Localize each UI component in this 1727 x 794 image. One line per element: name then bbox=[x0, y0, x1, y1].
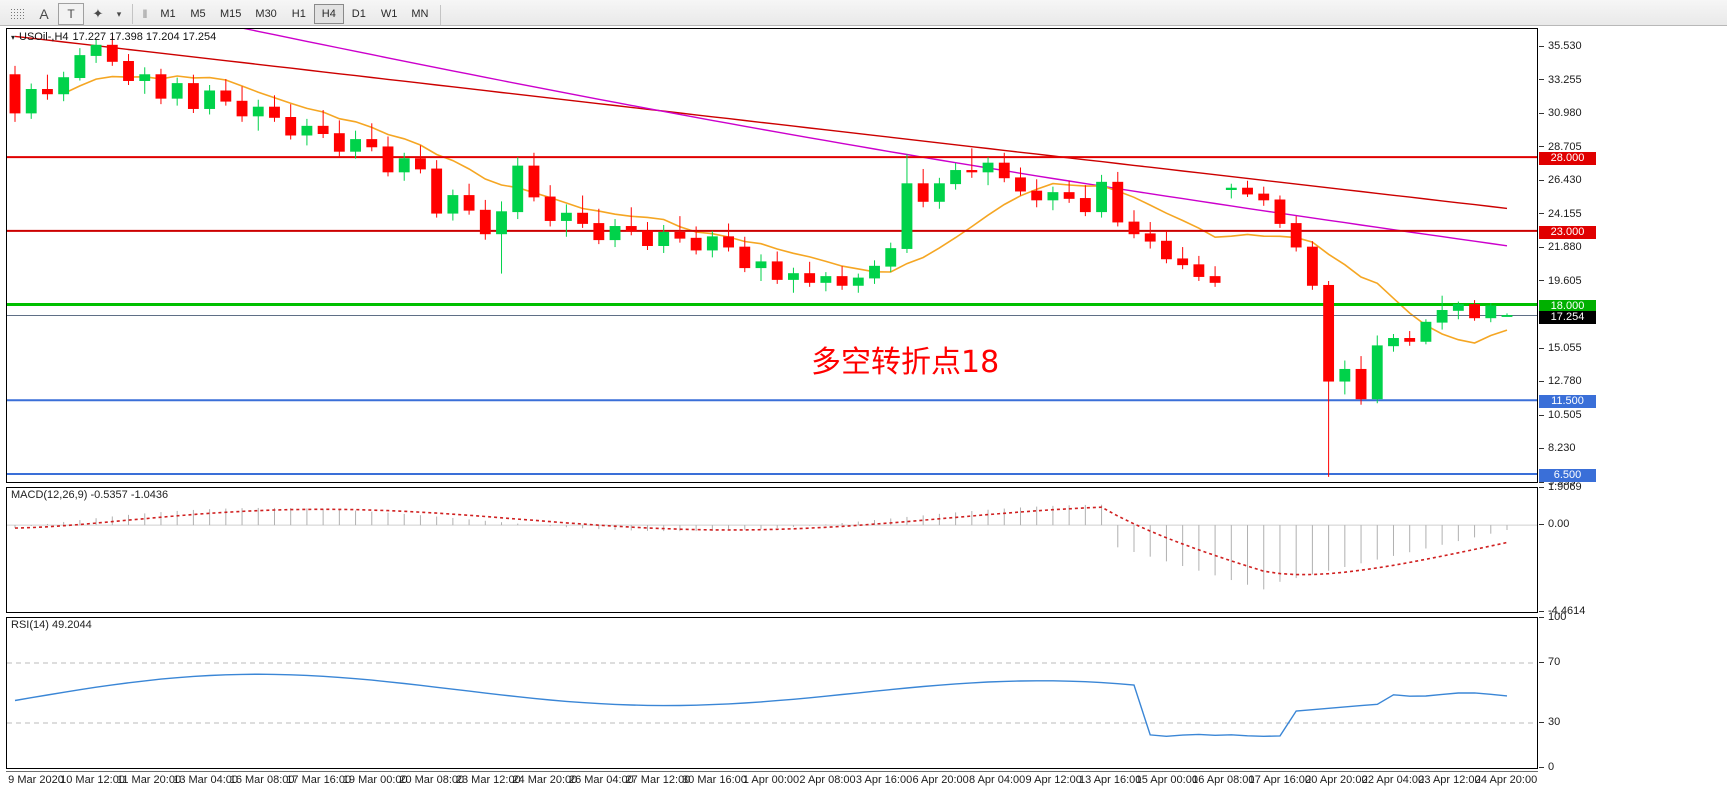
time-axis-label: 6 Apr 20:00 bbox=[912, 774, 968, 786]
macd-pane[interactable]: MACD(12,26,9) -0.5357 -1.0436 bbox=[6, 487, 1538, 613]
time-axis-label: 30 Mar 16:00 bbox=[682, 774, 747, 786]
time-axis-label: 9 Mar 2020 bbox=[8, 774, 64, 786]
rsi-pane[interactable]: RSI(14) 49.2044 bbox=[6, 617, 1538, 769]
time-axis-label: 16 Apr 08:00 bbox=[1192, 774, 1254, 786]
rsi-tick: 30 bbox=[1539, 716, 1560, 728]
time-axis-label: 24 Mar 20:00 bbox=[512, 774, 577, 786]
chart-annotation-text: 多空转折点18 bbox=[811, 337, 999, 381]
resistance-28-badge[interactable]: 28.000 bbox=[1539, 152, 1596, 165]
rsi-tick: 100 bbox=[1539, 611, 1566, 623]
time-axis-label: 13 Mar 04:00 bbox=[173, 774, 238, 786]
rsi-label: RSI(14) 49.2044 bbox=[11, 619, 92, 631]
chart-toolbar: A T ✦ ▾ ‖ M1 M5 M15 M30 H1 H4 D1 W1 MN bbox=[0, 0, 1727, 26]
price-tick: 10.505 bbox=[1539, 409, 1582, 421]
price-pane[interactable]: ▾ USOil-,H4 17.227 17.398 17.204 17.254 … bbox=[6, 28, 1538, 483]
time-axis-label: 10 Mar 12:00 bbox=[60, 774, 125, 786]
rsi-tick: 70 bbox=[1539, 656, 1560, 668]
macd-tick: 0.00 bbox=[1539, 518, 1569, 530]
grid-dots bbox=[10, 8, 25, 20]
time-axis-label: 17 Apr 16:00 bbox=[1249, 774, 1311, 786]
time-axis-label: 8 Apr 04:00 bbox=[969, 774, 1025, 786]
price-tick: 35.530 bbox=[1539, 40, 1582, 52]
period-separator-icon: ‖ bbox=[138, 3, 152, 25]
time-axis-label: 15 Apr 00:00 bbox=[1136, 774, 1198, 786]
rsi-chart-canvas[interactable] bbox=[7, 618, 1537, 768]
price-tick: 30.980 bbox=[1539, 107, 1582, 119]
price-tick: 8.230 bbox=[1539, 442, 1576, 454]
price-tick: 12.780 bbox=[1539, 375, 1582, 387]
time-axis-label: 19 Mar 00:00 bbox=[343, 774, 408, 786]
timeframe-button-d1[interactable]: D1 bbox=[344, 4, 374, 24]
time-axis-label: 9 Apr 12:00 bbox=[1026, 774, 1082, 786]
time-axis-label: 16 Mar 08:00 bbox=[230, 774, 295, 786]
time-axis-label: 23 Apr 12:00 bbox=[1418, 774, 1480, 786]
macd-chart-canvas[interactable] bbox=[7, 488, 1537, 612]
timeframe-button-group: M1 M5 M15 M30 H1 H4 D1 W1 MN bbox=[153, 3, 435, 25]
objects-dropdown-icon[interactable]: ▾ bbox=[112, 3, 126, 25]
text-font-icon[interactable]: A bbox=[31, 3, 57, 25]
price-tick: 21.880 bbox=[1539, 241, 1582, 253]
time-axis-label: 13 Apr 16:00 bbox=[1079, 774, 1141, 786]
time-axis-label: 27 Mar 12:00 bbox=[626, 774, 691, 786]
crosshair-grid-icon[interactable] bbox=[4, 3, 30, 25]
timeframe-button-w1[interactable]: W1 bbox=[374, 4, 405, 24]
timeframe-button-m30[interactable]: M30 bbox=[248, 4, 283, 24]
timeframe-button-h1[interactable]: H1 bbox=[284, 4, 314, 24]
time-axis-label: 26 Mar 04:00 bbox=[569, 774, 634, 786]
timeframe-button-m1[interactable]: M1 bbox=[153, 4, 183, 24]
symbol-info-bar: ▾ USOil-,H4 17.227 17.398 17.204 17.254 bbox=[11, 31, 216, 43]
time-axis-label: 17 Mar 16:00 bbox=[286, 774, 351, 786]
timeframe-button-mn[interactable]: MN bbox=[404, 4, 435, 24]
symbol-caret-icon[interactable]: ▾ bbox=[11, 33, 15, 42]
price-tick: 33.255 bbox=[1539, 74, 1582, 86]
macd-label: MACD(12,26,9) -0.5357 -1.0436 bbox=[11, 489, 168, 501]
time-axis-label: 3 Apr 16:00 bbox=[856, 774, 912, 786]
last-price-badge[interactable]: 17.254 bbox=[1539, 311, 1596, 324]
time-axis-label: 11 Mar 20:00 bbox=[117, 774, 181, 786]
time-scale[interactable]: 9 Mar 2020 10 Mar 12:00 11 Mar 20:00 13 Mar… bbox=[6, 771, 1538, 791]
rsi-tick: 0 bbox=[1539, 761, 1554, 773]
symbol-title: USOil-,H4 bbox=[19, 31, 69, 43]
trading-terminal-window: A T ✦ ▾ ‖ M1 M5 M15 M30 H1 H4 D1 W1 MN ▾ USOil-,… bbox=[0, 0, 1727, 794]
price-tick: 26.430 bbox=[1539, 174, 1582, 186]
text-label-icon[interactable]: T bbox=[58, 3, 84, 25]
time-axis-label: 24 Apr 20:00 bbox=[1475, 774, 1537, 786]
timeframe-button-m15[interactable]: M15 bbox=[213, 4, 248, 24]
price-tick: 24.155 bbox=[1539, 208, 1582, 220]
symbol-ohlc: 17.227 17.398 17.204 17.254 bbox=[73, 31, 217, 43]
time-axis-label: 20 Apr 20:00 bbox=[1305, 774, 1367, 786]
time-axis-label: 1 Apr 00:00 bbox=[743, 774, 799, 786]
chart-area: ▾ USOil-,H4 17.227 17.398 17.204 17.254 … bbox=[0, 26, 1727, 794]
resistance-23-badge[interactable]: 23.000 bbox=[1539, 226, 1596, 239]
time-axis-label: 20 Mar 08:00 bbox=[399, 774, 464, 786]
price-tick: 19.605 bbox=[1539, 275, 1582, 287]
price-scale[interactable]: 35.530 33.255 30.980 28.705 26.430 24.155 21.8… bbox=[1539, 28, 1727, 769]
time-axis-label: 2 Apr 08:00 bbox=[799, 774, 855, 786]
toolbar-divider-1 bbox=[132, 4, 133, 24]
timeframe-button-h4[interactable]: H4 bbox=[314, 4, 344, 24]
objects-icon[interactable]: ✦ bbox=[85, 3, 111, 25]
toolbar-icon-group: A T ✦ ▾ ‖ bbox=[4, 3, 153, 25]
support-11500-badge[interactable]: 11.500 bbox=[1539, 395, 1596, 408]
toolbar-divider-2 bbox=[440, 5, 441, 25]
price-chart-canvas[interactable] bbox=[7, 29, 1537, 482]
time-axis-label: 22 Apr 04:00 bbox=[1362, 774, 1424, 786]
price-tick: 15.055 bbox=[1539, 342, 1582, 354]
timeframe-button-m5[interactable]: M5 bbox=[183, 4, 213, 24]
time-axis-label: 23 Mar 12:00 bbox=[456, 774, 521, 786]
price-tick: 28.705 bbox=[1539, 141, 1582, 153]
macd-tick: 1.9069 bbox=[1539, 481, 1582, 493]
